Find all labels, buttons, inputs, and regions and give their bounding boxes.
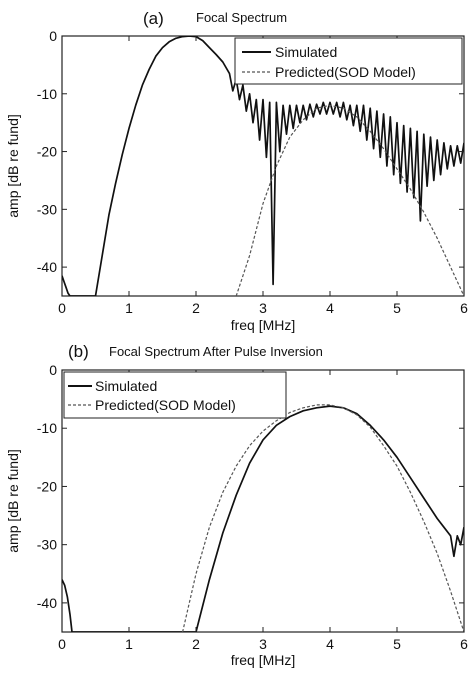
x-tick-label: 6 [460, 300, 468, 316]
x-tick-label: 5 [393, 300, 401, 316]
plot-content [62, 404, 464, 632]
y-tick-label: -20 [37, 144, 57, 160]
plot-content [62, 36, 464, 296]
tick-marks: 0 1 2 3 4 5 6 0 -10 -20 -30 -40 [37, 28, 468, 316]
x-tick-label: 3 [259, 636, 267, 652]
x-tick-label: 6 [460, 636, 468, 652]
x-tick-label: 4 [326, 300, 334, 316]
legend-box [234, 37, 463, 85]
y-axis-label: amp [dB re fund] [5, 114, 21, 218]
series-simulated-line [62, 405, 464, 632]
panel-a: 0 1 2 3 4 5 60-10-20-30-40 (a) Focal Spectrum … [5, 9, 468, 333]
x-tick-label: 3 [259, 300, 267, 316]
series-simulated-line [62, 36, 464, 296]
x-tick-label: 2 [192, 636, 200, 652]
legend: Simulated Predicted(SOD Model) [234, 37, 463, 85]
legend-entry: Predicted(SOD Model) [95, 397, 236, 413]
y-tick-label: -10 [37, 86, 57, 102]
legend-box [63, 371, 287, 419]
series-predicted-line [182, 404, 464, 632]
x-tick-label: 1 [125, 636, 133, 652]
y-tick-label: 0 [49, 362, 57, 378]
y-axis-label: amp [dB re fund] [5, 449, 21, 553]
x-tick-label: 4 [326, 636, 334, 652]
panel-label: (b) [68, 342, 89, 361]
chart-title: Focal Spectrum After Pulse Inversion [109, 344, 323, 359]
series-predicted-line [235, 104, 464, 296]
legend-entry: Simulated [275, 44, 337, 60]
y-tick-label: -40 [37, 259, 57, 275]
tick-marks: 0 1 2 3 4 5 6 0 -10 -20 -30 -40 [37, 362, 468, 652]
x-tick-label: 1 [125, 300, 133, 316]
x-axis-label: freq [MHz] [231, 317, 296, 333]
panel-label: (a) [143, 9, 164, 28]
y-tick-label: 0 [49, 28, 57, 44]
chart-title: Focal Spectrum [196, 10, 287, 25]
x-tick-label: 2 [192, 300, 200, 316]
y-tick-label: -10 [37, 420, 57, 436]
y-tick-label: -20 [37, 478, 57, 494]
y-tick-label: -30 [37, 537, 57, 553]
legend-entry: Predicted(SOD Model) [275, 64, 416, 80]
y-tick-label: -30 [37, 201, 57, 217]
x-tick-label: 0 [58, 636, 66, 652]
x-tick-label: 0 [58, 300, 66, 316]
x-tick-label: 5 [393, 636, 401, 652]
legend-entry: Simulated [95, 378, 157, 394]
legend: Simulated Predicted(SOD Model) [63, 371, 287, 419]
x-axis-label: freq [MHz] [231, 652, 296, 668]
y-tick-label: -40 [37, 595, 57, 611]
panel-b: 0 1 2 3 4 5 6 0 -10 -20 -30 -40 (b) Focal Spectrum … [5, 342, 468, 668]
